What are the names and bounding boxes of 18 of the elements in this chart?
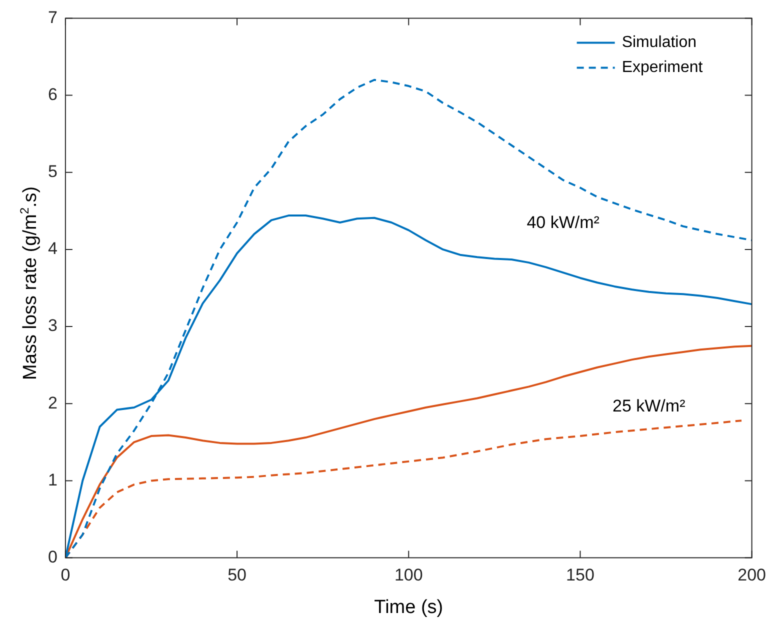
legend-label: Experiment xyxy=(622,59,704,76)
legend-label: Simulation xyxy=(622,34,697,52)
y-tick-label: 6 xyxy=(48,84,58,104)
y-tick-label: 2 xyxy=(48,393,58,412)
x-tick-label: 150 xyxy=(566,566,594,585)
annotation: 25 kW/m² xyxy=(612,396,686,416)
y-tick-label: 0 xyxy=(48,547,58,566)
y-tick-label: 3 xyxy=(48,316,58,336)
y-tick-label: 1 xyxy=(48,470,58,490)
x-tick-label: 100 xyxy=(394,566,423,585)
x-tick-label: 200 xyxy=(738,566,766,585)
y-tick-label: 7 xyxy=(48,8,58,27)
y-tick-label: 5 xyxy=(48,162,58,182)
x-tick-label: 50 xyxy=(228,566,247,585)
y-tick-label: 4 xyxy=(48,239,58,258)
annotation: 40 kW/m² xyxy=(526,212,600,232)
x-axis-title: Time (s) xyxy=(374,596,444,618)
x-tick-label: 0 xyxy=(60,566,70,585)
